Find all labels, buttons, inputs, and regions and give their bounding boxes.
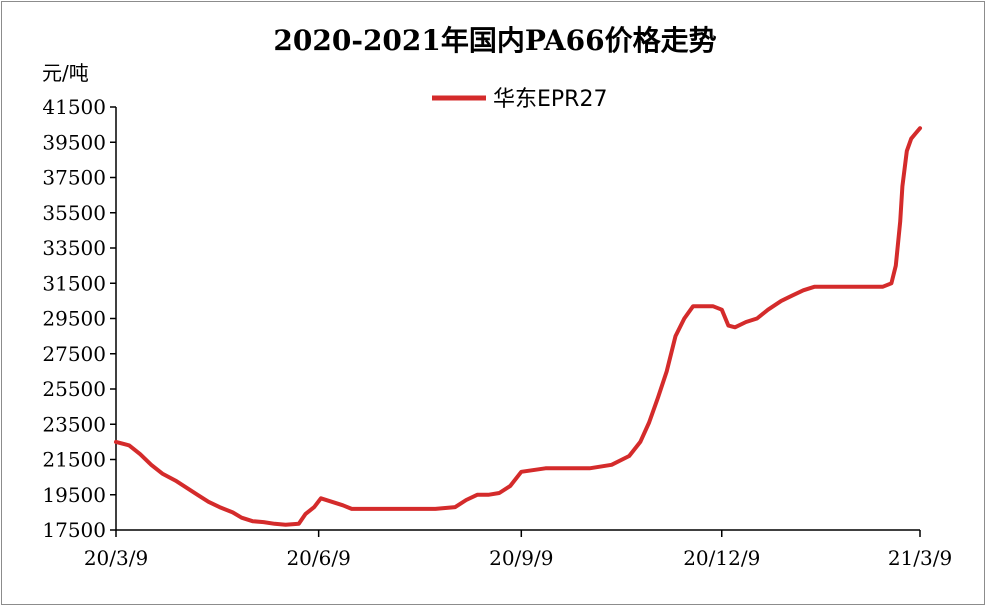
y-axis-unit-label: 元/吨: [42, 61, 89, 85]
x-tick-label: 20/9/9: [489, 546, 553, 570]
legend-label: 华东EPR27: [493, 87, 607, 112]
y-axis: 17500 19500 21500 23500 25500 27500 29500 31500…: [42, 95, 117, 542]
y-tick-label: 17500: [42, 518, 106, 542]
chart-title: 2020-2021年国内PA66价格走势: [273, 24, 716, 57]
x-axis: 20/3/9 20/6/9 20/9/9 20/12/9 21/3/9: [84, 529, 952, 570]
series-layer: [114, 126, 922, 527]
y-tick-label: 29500: [42, 307, 106, 331]
x-tick-label: 20/3/9: [84, 546, 148, 570]
series-line: [114, 126, 922, 527]
y-tick-label: 25500: [42, 377, 106, 401]
x-tick-label: 20/12/9: [683, 546, 760, 570]
y-tick-label: 21500: [42, 448, 106, 472]
y-tick-label: 37500: [42, 166, 106, 190]
y-tick-label: 23500: [42, 412, 106, 436]
y-tick-label: 27500: [42, 342, 106, 366]
x-tick-label: 20/6/9: [286, 546, 350, 570]
y-tick-label: 35500: [42, 201, 106, 225]
legend: 华东EPR27: [432, 87, 607, 112]
y-tick-label: 39500: [42, 130, 106, 154]
y-tick-label: 19500: [42, 483, 106, 507]
y-tick-label: 31500: [42, 271, 106, 295]
x-tick-label: 21/3/9: [888, 546, 952, 570]
y-tick-label: 33500: [42, 236, 106, 260]
y-tick-label: 41500: [42, 95, 106, 119]
